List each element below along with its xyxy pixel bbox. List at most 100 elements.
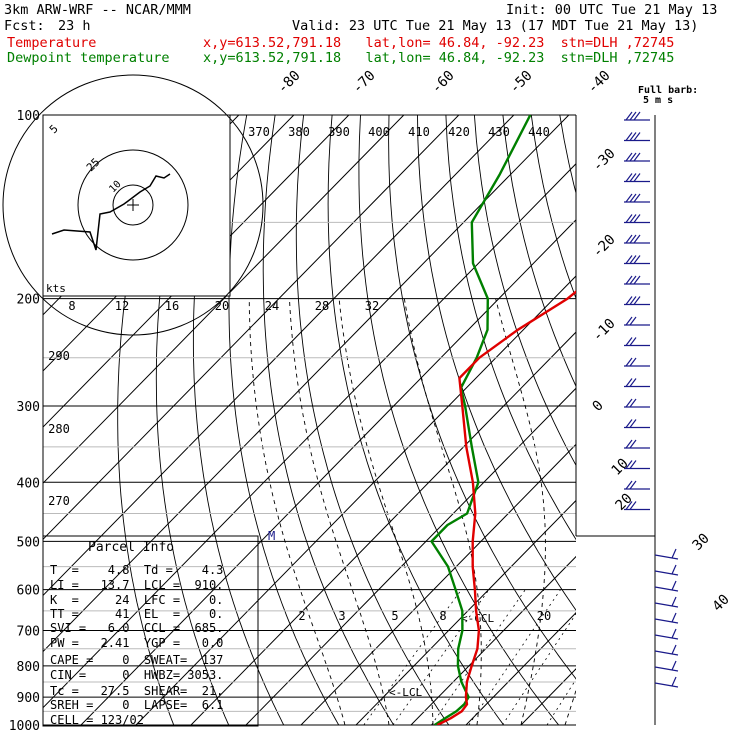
speed-scale-label: 16 [165, 299, 179, 313]
dewpoint-legend: Dewpoint temperature [7, 50, 170, 66]
barb-flag [625, 480, 633, 490]
isotherm [43, 115, 570, 653]
parcel-info-title: Parcel Info [88, 540, 175, 555]
parcel-row: CAPE = 0 SWEAT= 137 [50, 653, 224, 667]
hodograph-ring [77, 149, 189, 261]
barb-flag [633, 296, 641, 305]
wind-barb [624, 193, 650, 203]
wind-barb [624, 275, 650, 285]
barb-flag [629, 337, 637, 346]
barb-flag [625, 296, 633, 305]
profile-layer [430, 115, 576, 725]
wind-barb [654, 644, 679, 656]
barb-flag [625, 173, 633, 182]
isotherm [80, 219, 576, 725]
barb-flag [625, 275, 633, 285]
barb-flag [625, 316, 633, 326]
barb-staff [654, 682, 679, 688]
wind-barb [624, 316, 650, 326]
barb-flag [625, 378, 633, 387]
speed-scale-label: 28 [315, 299, 329, 313]
pressure-tick-label: 100 [17, 109, 40, 124]
barb-flag [671, 596, 677, 607]
barb-staff [654, 634, 679, 640]
theta-label: 400 [368, 125, 390, 139]
temperature-line [436, 290, 576, 725]
wind-barb [654, 580, 679, 592]
barb-flag [629, 152, 637, 162]
dry-adiabat [559, 115, 576, 195]
hodograph-ring [2, 74, 264, 336]
mixing-ratio-label: 2 [298, 609, 305, 623]
wind-barb [624, 357, 650, 367]
parcel-row: K = 24 LFC = 0. [50, 593, 224, 607]
barb-legend: 5 m s [643, 95, 673, 106]
pressure-tick-label: 300 [17, 400, 40, 415]
isotherm-label: -60 [429, 68, 458, 97]
barb-flag [629, 132, 637, 141]
barb-flag [671, 564, 677, 575]
barb-flag [633, 173, 641, 182]
theta-label: 370 [248, 125, 270, 139]
moist-adiabat [495, 298, 546, 725]
barb-staff [654, 554, 679, 560]
theta-label: 410 [408, 125, 430, 139]
theta-label: 380 [288, 125, 310, 139]
wind-barb [624, 378, 650, 388]
wind-barb [654, 676, 679, 688]
isotherm [43, 115, 350, 428]
barb-flag [629, 193, 637, 203]
barb-flag [625, 111, 633, 121]
speed-scale-label: 12 [115, 299, 129, 313]
barb-flag [625, 419, 633, 428]
barb-staff [654, 602, 679, 608]
barb-flag [671, 628, 677, 639]
parcel-row: TT = 41 EL = 0. [50, 607, 224, 621]
wind-barb [654, 612, 679, 624]
model-title: 3km ARW-WRF -- NCAR/MMM [4, 2, 191, 18]
barb-staff [654, 618, 679, 624]
mixing-ratio-label: 20 [537, 609, 551, 623]
barb-flag [629, 296, 637, 305]
speed-scale-label: 24 [265, 299, 279, 313]
dry-adiabat-label: 280 [48, 422, 70, 436]
dry-adiabat [588, 115, 740, 725]
isotherm-label: 40 [710, 592, 733, 615]
barb-flag [625, 255, 633, 264]
isotherm [355, 499, 576, 725]
theta-label: 440 [528, 125, 550, 139]
dry-adiabat [731, 115, 740, 725]
pressure-tick-label: 800 [17, 660, 40, 675]
barb-flag [629, 480, 637, 490]
barb-flag [629, 111, 637, 121]
barb-flag [629, 378, 637, 387]
wind-barb [654, 596, 679, 608]
forecast-label: Fcst: [4, 18, 45, 34]
isotherm-label: -20 [590, 232, 619, 261]
isotherm-label: -70 [350, 68, 379, 97]
pressure-tick-label: 400 [17, 476, 40, 491]
dry-adiabat-label: 290 [48, 349, 70, 363]
wind-marker: M [268, 529, 275, 543]
temperature-location: x,y=613.52,791.18 lat,lon= 46.84, -92.23… [203, 35, 675, 51]
isotherm [43, 115, 515, 597]
parcel-row: PW = 2.41 YGP = 0.0 [50, 636, 224, 650]
isotherm [410, 555, 576, 725]
wind-barbs [624, 111, 679, 688]
dewpoint-line [430, 115, 532, 725]
isotherm [686, 115, 740, 725]
pressure-tick-label: 600 [17, 584, 40, 599]
wind-barb [624, 419, 650, 429]
moist-adiabat [289, 298, 390, 725]
barb-flag [671, 580, 677, 591]
barb-flag [629, 214, 637, 223]
barb-flag [625, 460, 633, 469]
barb-staff [654, 650, 679, 656]
barb-flag [633, 193, 641, 203]
parcel-row: LI = 13.7 LCL = 910. [50, 578, 224, 592]
wind-barb [624, 173, 650, 183]
pressure-tick-label: 700 [17, 625, 40, 640]
barb-flag [625, 337, 633, 346]
